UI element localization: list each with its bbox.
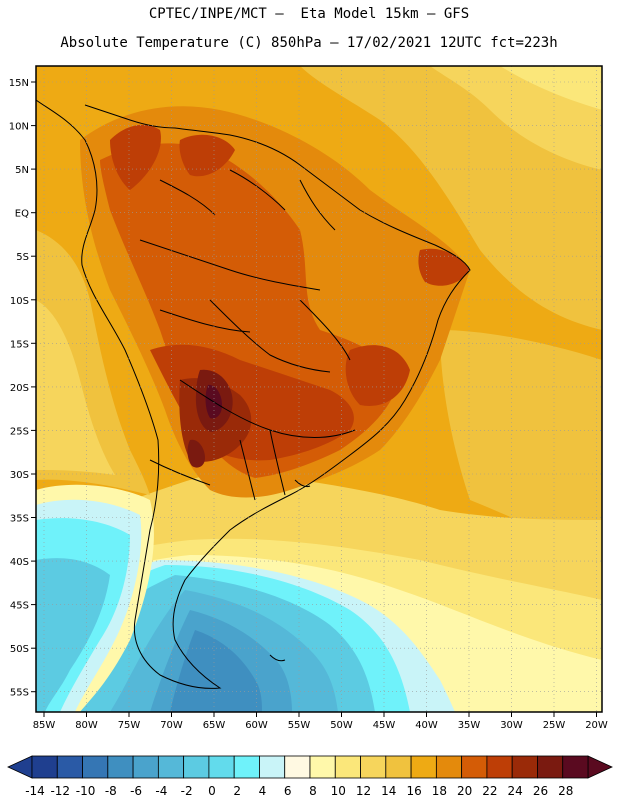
map-frame xyxy=(35,65,603,713)
colorbar-swatch xyxy=(511,755,538,779)
colorbar-swatch xyxy=(132,755,159,779)
colorbar-swatch xyxy=(486,755,513,779)
lon-label: 25W xyxy=(543,720,566,731)
lat-label: 40S xyxy=(10,557,29,568)
lon-label: 50W xyxy=(330,720,353,731)
colorbar-left-arrow xyxy=(7,755,33,779)
colorbar-swatch xyxy=(284,755,311,779)
colorbar-label: 14 xyxy=(381,784,396,798)
colorbar-swatch xyxy=(461,755,488,779)
lat-label: EQ xyxy=(15,209,29,220)
colorbar-swatch xyxy=(435,755,463,779)
map-title: CPTEC/INPE/MCT – Eta Model 15km – GFS xyxy=(148,6,470,22)
colorbar-swatch xyxy=(183,755,210,779)
colorbar-swatch xyxy=(309,755,336,779)
lat-label: 10N xyxy=(9,122,29,133)
lat-label: 45S xyxy=(10,601,29,612)
colorbar-swatch xyxy=(107,755,134,779)
colorbar-swatch xyxy=(157,755,185,779)
colorbar-swatch xyxy=(208,755,235,779)
colorbar-swatch xyxy=(82,755,109,779)
lat-label: 20S xyxy=(10,383,29,394)
lon-label: 35W xyxy=(458,720,481,731)
temperature-field xyxy=(36,66,602,712)
lon-label: 60W xyxy=(245,720,268,731)
lat-label: 50S xyxy=(10,644,29,655)
lat-label: 5S xyxy=(16,252,29,263)
colorbar-label: 0 xyxy=(208,784,216,798)
lon-label: 75W xyxy=(118,720,141,731)
colorbar-swatch xyxy=(562,755,589,779)
colorbar-label: 2 xyxy=(233,784,241,798)
lon-label: 30W xyxy=(500,720,523,731)
colorbar-label: -2 xyxy=(181,784,193,798)
colorbar-label: 24 xyxy=(508,784,523,798)
colorbar: -14 -12 -10 -8 -6 -4 -2 0 2 4 6 8 10 12 14 16 18 20 22 24 26… xyxy=(7,755,613,798)
lon-label: 85W xyxy=(33,720,56,731)
colorbar-label: 22 xyxy=(482,784,497,798)
colorbar-label: 8 xyxy=(309,784,317,798)
lat-label: 15S xyxy=(10,339,29,350)
colorbar-label: -10 xyxy=(76,784,96,798)
colorbar-label: 10 xyxy=(331,784,346,798)
map-subtitle: Absolute Temperature (C) 850hPa – 17/02/… xyxy=(60,35,558,51)
lat-label: 15N xyxy=(9,78,29,89)
coastlines-and-borders xyxy=(36,99,471,689)
lat-label: 5N xyxy=(15,165,29,176)
lat-label: 10S xyxy=(10,296,29,307)
colorbar-swatch xyxy=(360,755,387,779)
colorbar-swatch xyxy=(385,755,412,779)
colorbar-swatch xyxy=(259,755,286,779)
lat-label: 55S xyxy=(10,688,29,699)
colorbar-label: -8 xyxy=(105,784,117,798)
lat-label: 30S xyxy=(10,470,29,481)
longitude-axis: 85W 80W 75W 70W 65W 60W 55W 50W 45W 40W … xyxy=(33,712,608,731)
latitude-axis: 15N 10N 5N EQ 5S 10S 15S 20S 25S 30S 35S… xyxy=(9,78,36,699)
colorbar-label: -12 xyxy=(50,784,70,798)
colorbar-label: 26 xyxy=(533,784,548,798)
lon-label: 80W xyxy=(75,720,98,731)
colorbar-swatch xyxy=(334,755,361,779)
colorbar-swatch xyxy=(56,755,83,779)
colorbar-swatch xyxy=(233,755,260,779)
colorbar-label: 28 xyxy=(558,784,573,798)
lat-label: 35S xyxy=(10,514,29,525)
colorbar-label: -4 xyxy=(155,784,167,798)
colorbar-label: 18 xyxy=(432,784,447,798)
colorbar-swatch xyxy=(537,755,564,779)
colorbar-label: 4 xyxy=(259,784,267,798)
lon-label: 55W xyxy=(288,720,311,731)
colorbar-label: 20 xyxy=(457,784,472,798)
colorbar-label: -14 xyxy=(25,784,45,798)
lon-label: 70W xyxy=(160,720,183,731)
lat-label: 25S xyxy=(10,426,29,437)
colorbar-label: -6 xyxy=(130,784,142,798)
lon-label: 45W xyxy=(373,720,396,731)
lon-label: 65W xyxy=(203,720,226,731)
colorbar-label: 16 xyxy=(406,784,421,798)
colorbar-label: 6 xyxy=(284,784,292,798)
lon-label: 20W xyxy=(585,720,608,731)
colorbar-swatch xyxy=(31,755,58,779)
colorbar-label: 12 xyxy=(356,784,371,798)
colorbar-swatch xyxy=(410,755,437,779)
colorbar-right-arrow xyxy=(587,755,613,779)
lon-label: 40W xyxy=(415,720,438,731)
